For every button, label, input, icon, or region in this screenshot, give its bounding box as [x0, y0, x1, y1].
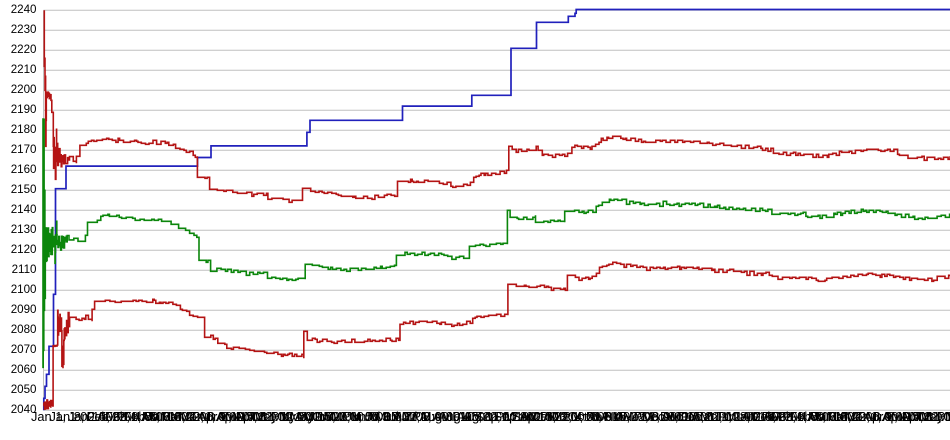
svg-text:2150: 2150: [11, 183, 37, 196]
svg-text:2140: 2140: [11, 203, 37, 216]
svg-text:2110: 2110: [12, 263, 37, 276]
svg-text:2180: 2180: [11, 123, 37, 136]
svg-text:2070: 2070: [11, 343, 37, 356]
svg-text:2050: 2050: [11, 383, 37, 396]
svg-text:2170: 2170: [11, 143, 37, 156]
svg-text:2130: 2130: [11, 223, 37, 236]
svg-text:2240: 2240: [11, 3, 37, 16]
svg-text:2120: 2120: [11, 243, 37, 256]
svg-text:2080: 2080: [11, 323, 37, 336]
svg-text:2190: 2190: [11, 103, 37, 116]
svg-text:2160: 2160: [11, 163, 37, 176]
svg-text:2090: 2090: [11, 303, 37, 316]
svg-text:2100: 2100: [11, 283, 37, 296]
svg-text:2200: 2200: [11, 83, 37, 96]
svg-text:May 8, 2:00 PM: May 8, 2:00 PM: [938, 409, 950, 424]
svg-text:2220: 2220: [11, 43, 37, 56]
svg-text:2230: 2230: [11, 23, 37, 36]
svg-text:2210: 2210: [11, 63, 37, 76]
svg-text:2060: 2060: [11, 363, 37, 376]
